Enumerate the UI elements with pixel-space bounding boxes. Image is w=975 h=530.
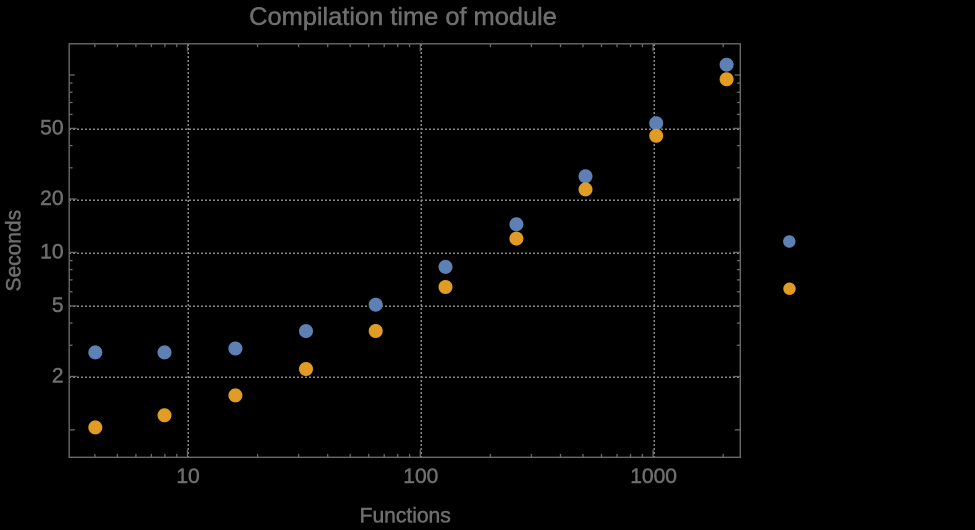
svg-text:10: 10 — [176, 465, 199, 488]
svg-text:Compilation time of module: Compilation time of module — [249, 3, 557, 31]
svg-text:Seconds: Seconds — [3, 210, 26, 292]
svg-text:2: 2 — [52, 365, 64, 388]
svg-text:50: 50 — [40, 116, 63, 139]
svg-text:10: 10 — [40, 240, 63, 263]
svg-text:Functions: Functions — [360, 505, 451, 525]
svg-text:100: 100 — [403, 465, 438, 488]
svg-text:20: 20 — [40, 187, 63, 210]
svg-text:1000: 1000 — [630, 465, 677, 488]
svg-text:5: 5 — [52, 294, 64, 317]
